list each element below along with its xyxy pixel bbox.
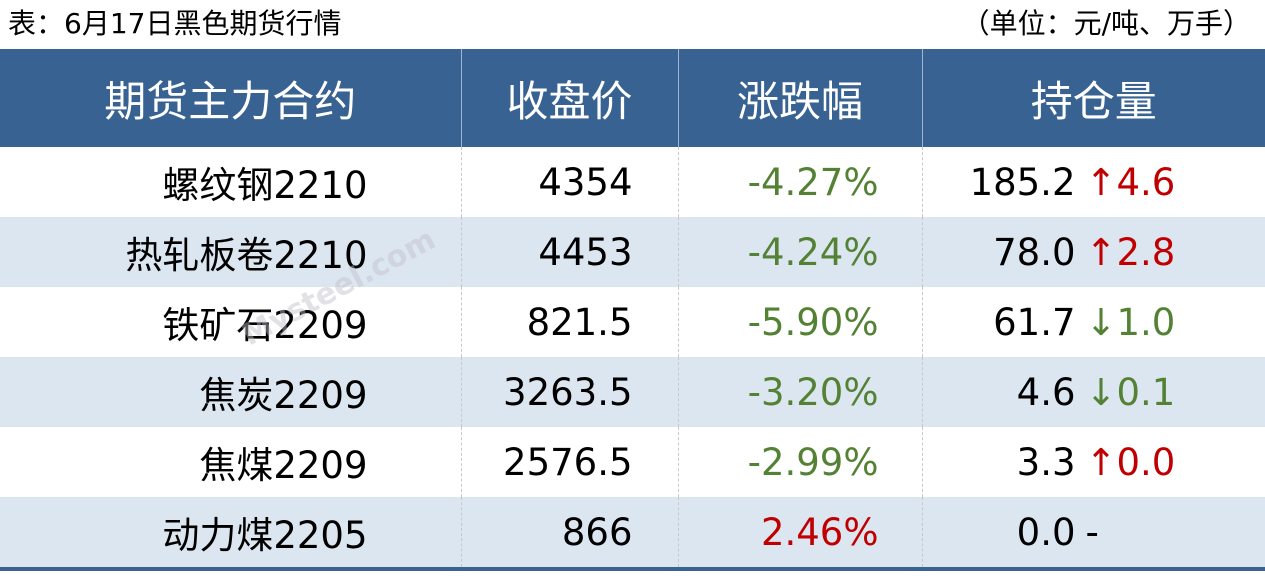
close-cell: 3263.5: [460, 357, 678, 427]
open-interest-change: ↓1.0: [1085, 300, 1176, 344]
open-interest-change: -: [1085, 510, 1099, 554]
open-interest-value: 4.6: [1016, 370, 1076, 414]
header-open-interest: 持仓量: [921, 49, 1265, 147]
open-interest-cell: 61.7 ↓1.0: [921, 287, 1265, 357]
header-change: 涨跌幅: [677, 49, 922, 147]
open-interest-cell: 3.3 ↑0.0: [921, 427, 1265, 497]
open-interest-cell: 4.6 ↓0.1: [921, 357, 1265, 427]
header-contract: 期货主力合约: [0, 49, 461, 147]
close-cell: 2576.5: [460, 427, 678, 497]
change-pct-cell: -3.20%: [677, 357, 922, 427]
close-cell: 4354: [460, 147, 678, 217]
table-row: 热轧板卷2210 4453 -4.24% 78.0 ↑2.8: [0, 217, 1265, 287]
change-pct-cell: -5.90%: [677, 287, 922, 357]
open-interest-change: ↑0.0: [1085, 440, 1176, 484]
futures-table: 期货主力合约 收盘价 涨跌幅 持仓量 螺纹钢2210 4354 -4.27% 185.…: [0, 49, 1265, 571]
open-interest-cell: 0.0-: [921, 497, 1265, 571]
table-row: 螺纹钢2210 4354 -4.27% 185.2 ↑4.6: [0, 147, 1265, 217]
close-cell: 866: [460, 497, 678, 571]
table-row: 焦炭2209 3263.5 -3.20% 4.6 ↓0.1: [0, 357, 1265, 427]
contract-cell: 铁矿石2209: [162, 304, 368, 347]
change-pct-cell: -4.24%: [677, 217, 922, 287]
open-interest-value: 78.0: [993, 230, 1076, 274]
contract-cell: 螺纹钢2210: [162, 164, 368, 207]
open-interest-change: ↓0.1: [1085, 370, 1176, 414]
contract-cell: 焦煤2209: [199, 444, 368, 487]
change-pct-cell: -4.27%: [677, 147, 922, 217]
change-pct-cell: -2.99%: [677, 427, 922, 497]
contract-cell: 热轧板卷2210: [0, 217, 461, 287]
change-pct-cell: 2.46%: [677, 497, 922, 571]
table-row: 铁矿石2209 821.5 -5.90% 61.7 ↓1.0: [0, 287, 1265, 357]
open-interest-value: 185.2: [969, 160, 1076, 204]
open-interest-change: ↑2.8: [1085, 230, 1176, 274]
unit-note: （单位：元/吨、万手）: [961, 7, 1251, 40]
open-interest-cell: 78.0 ↑2.8: [921, 217, 1265, 287]
table-row: 动力煤2205 866 2.46% 0.0-: [0, 497, 1265, 571]
header-close: 收盘价: [460, 49, 678, 147]
close-cell: 4453: [460, 217, 678, 287]
header-row: 期货主力合约 收盘价 涨跌幅 持仓量: [0, 49, 1265, 147]
open-interest-value: 3.3: [1016, 440, 1076, 484]
contract-cell: 动力煤2205: [0, 497, 461, 571]
open-interest-value: 61.7: [993, 300, 1076, 344]
table-caption: 表：6月17日黑色期货行情: [8, 7, 342, 40]
contract-cell: 焦炭2209: [0, 357, 461, 427]
open-interest-change: ↑4.6: [1085, 160, 1176, 204]
open-interest-cell: 185.2 ↑4.6: [921, 147, 1265, 217]
close-cell: 821.5: [460, 287, 678, 357]
table-row: 焦煤2209 2576.5 -2.99% 3.3 ↑0.0: [0, 427, 1265, 497]
open-interest-value: 0.0: [1016, 510, 1076, 554]
